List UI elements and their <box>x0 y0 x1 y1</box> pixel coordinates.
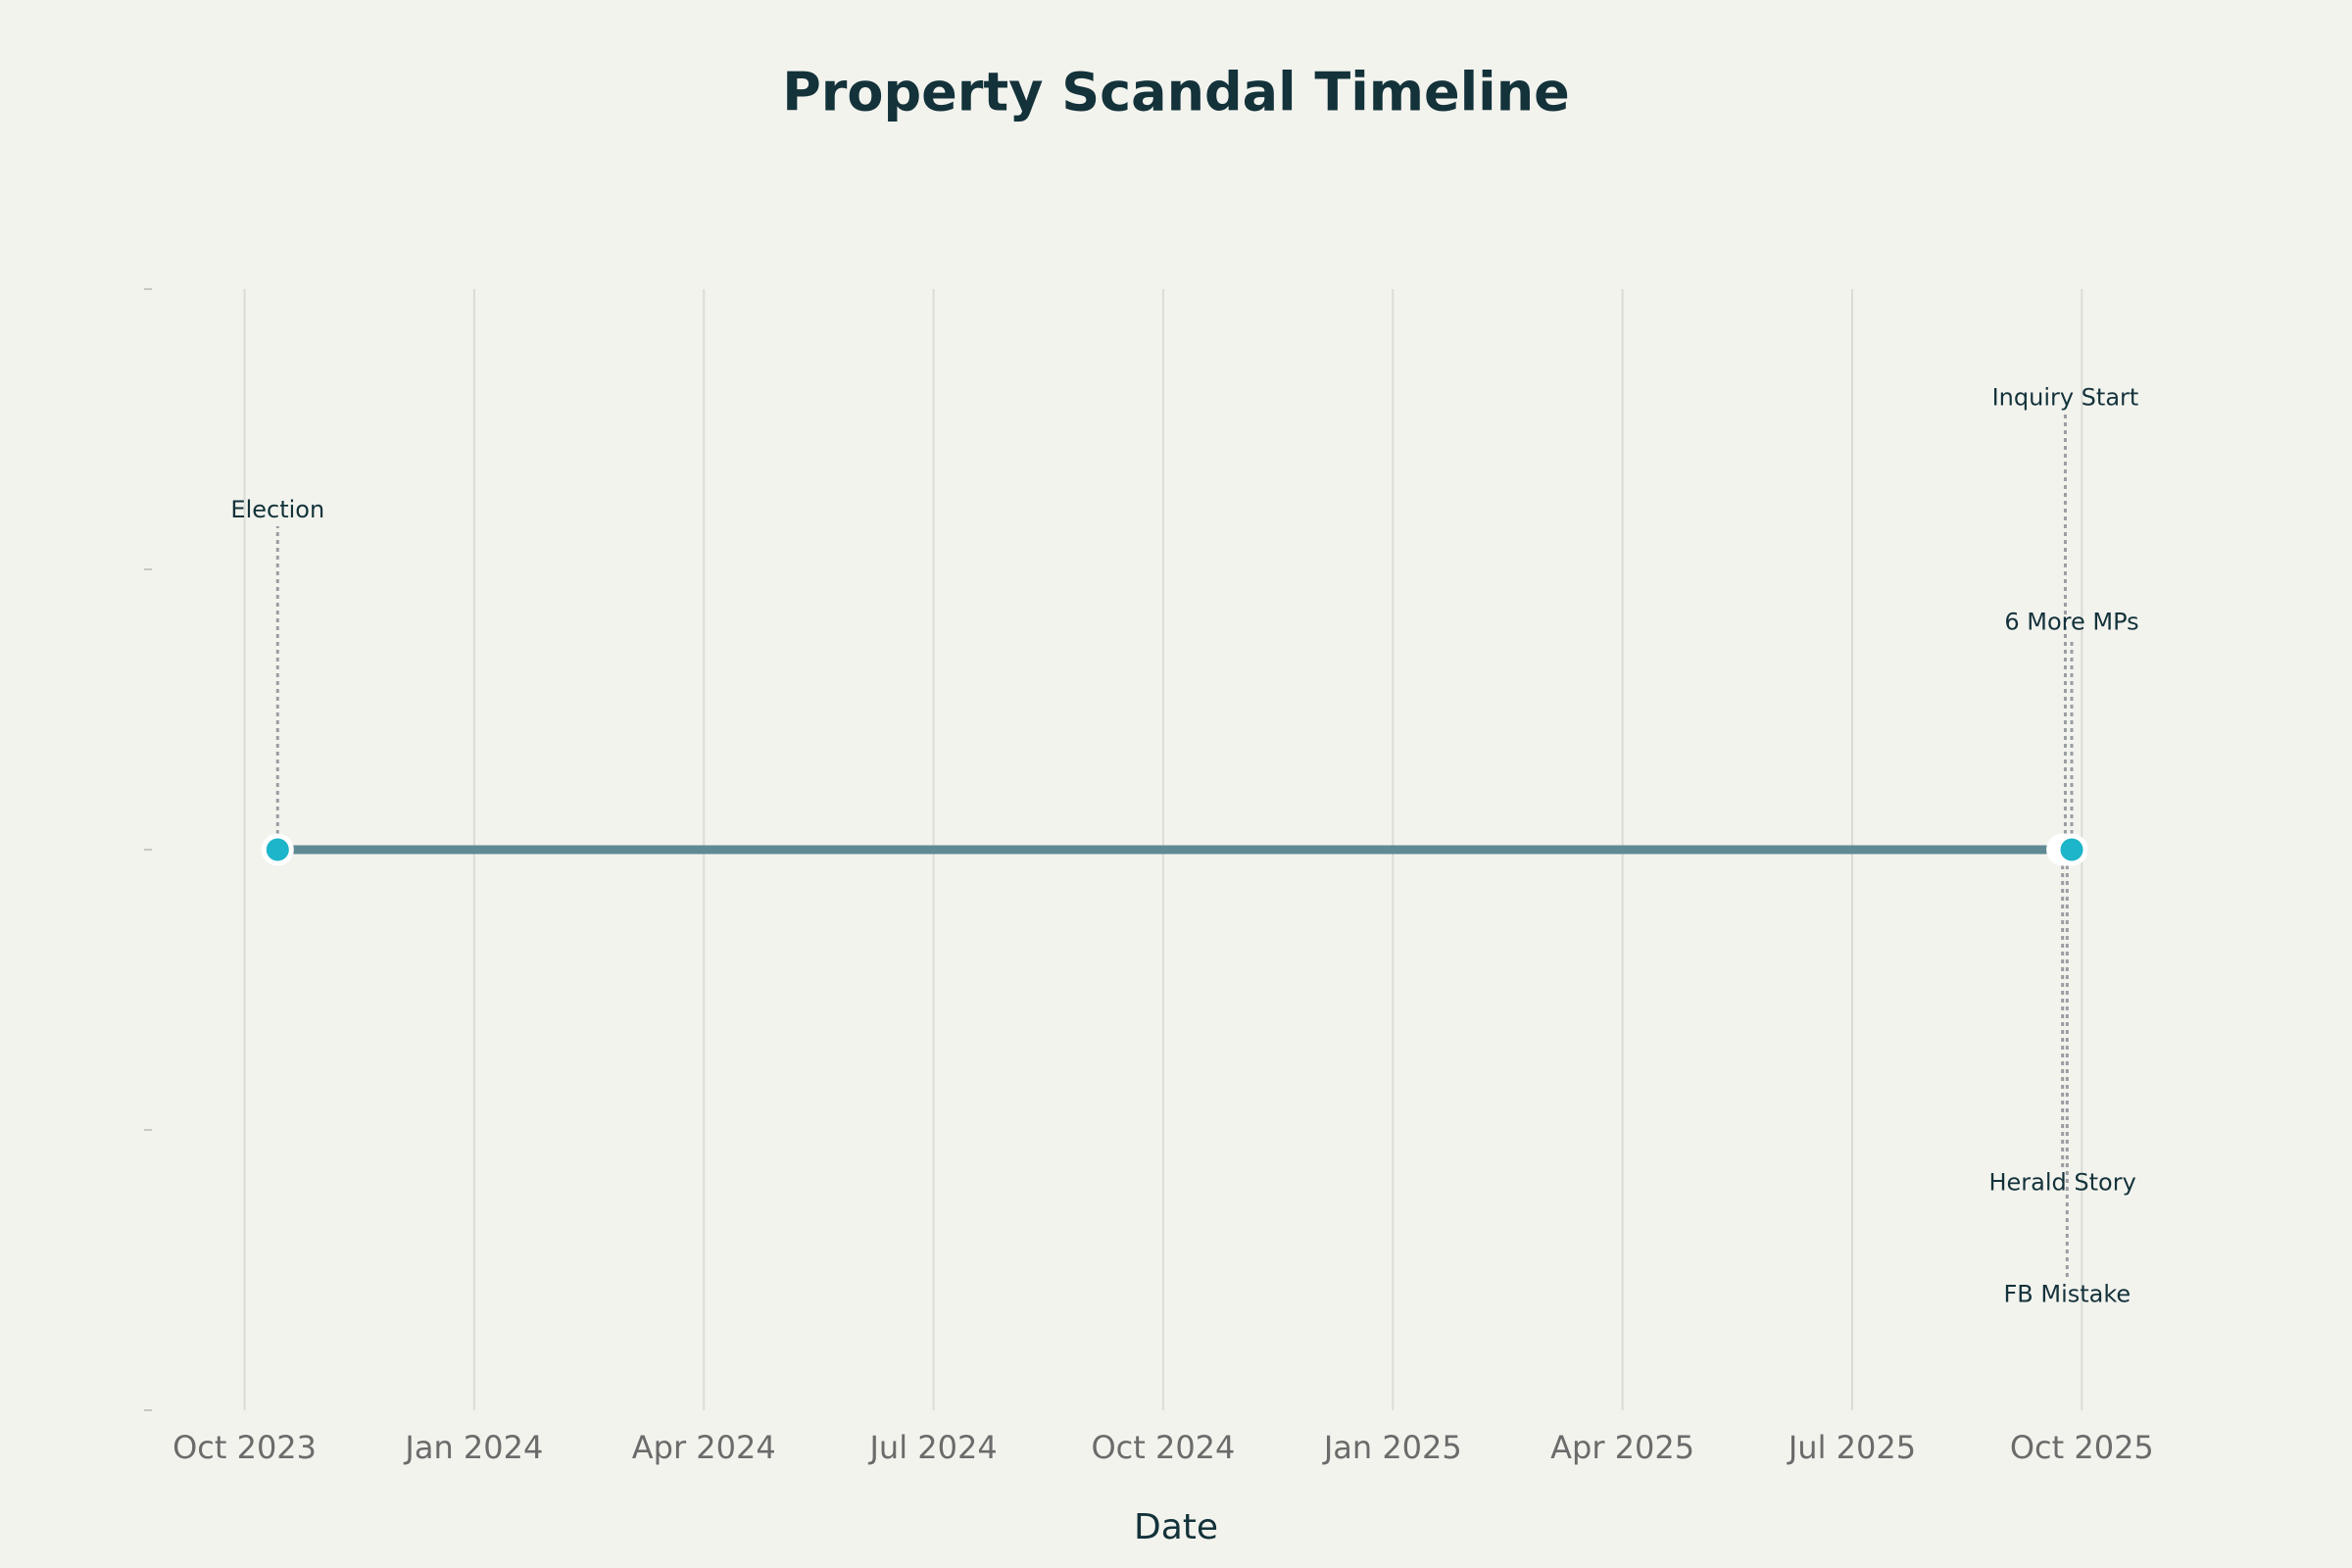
x-tick-label: Jul 2025 <box>1787 1429 1916 1466</box>
x-tick-label: Apr 2024 <box>632 1429 776 1466</box>
event-label: Inquiry Start <box>1992 384 2139 412</box>
x-tick-label: Jul 2024 <box>867 1429 997 1466</box>
event-label: Election <box>230 496 324 523</box>
x-tick-label: Jan 2025 <box>1322 1429 1462 1466</box>
event-label: FB Mistake <box>2003 1281 2131 1308</box>
x-axis-title: Date <box>1134 1507 1218 1547</box>
x-tick-label: Jan 2024 <box>403 1429 543 1466</box>
event-label: 6 More MPs <box>2004 608 2138 635</box>
chart-title: Property Scandal Timeline <box>782 62 1570 123</box>
event-label: Herald Story <box>1988 1168 2135 1196</box>
x-tick-label: Oct 2023 <box>172 1429 317 1466</box>
event-marker <box>2055 833 2088 866</box>
x-tick-label: Oct 2025 <box>2010 1429 2154 1466</box>
x-tick-label: Oct 2024 <box>1091 1429 1235 1466</box>
event-marker <box>261 833 294 866</box>
x-tick-label: Apr 2025 <box>1550 1429 1694 1466</box>
